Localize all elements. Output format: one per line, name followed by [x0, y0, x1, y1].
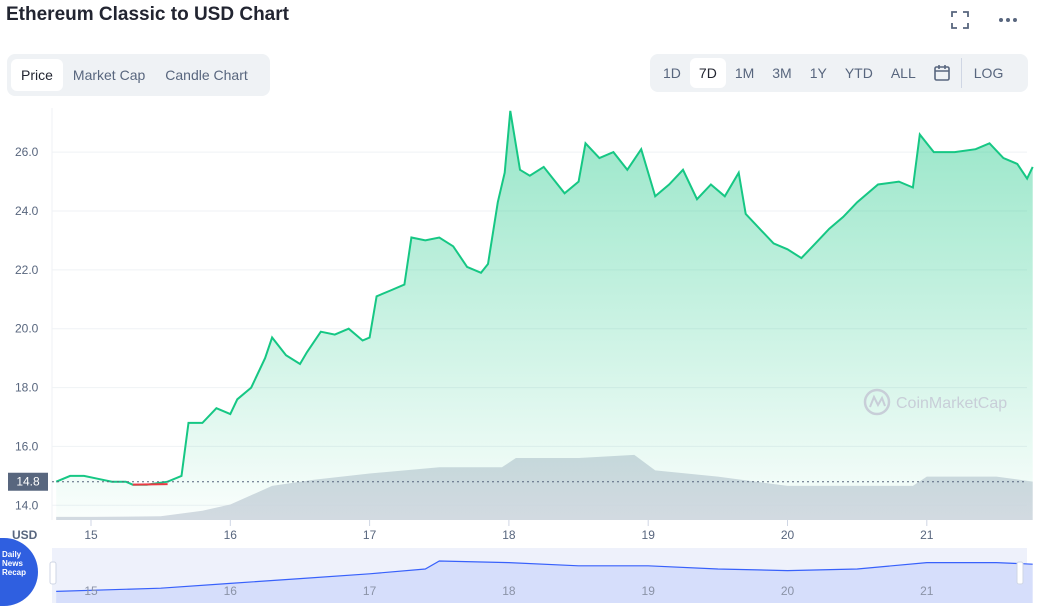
- navigator-left-handle[interactable]: [49, 561, 57, 585]
- current-price-label: 14.8: [16, 475, 40, 489]
- x-tick-label: 21: [920, 528, 934, 542]
- x-tick-label: 18: [502, 528, 516, 542]
- more-icon[interactable]: [996, 10, 1020, 30]
- navigator-tick-label: 15: [84, 584, 98, 598]
- y-tick-label: 14.0: [15, 498, 39, 512]
- range-ytd[interactable]: YTD: [844, 65, 873, 81]
- navigator-tick-label: 17: [363, 584, 377, 598]
- y-tick-label: 22.0: [15, 263, 39, 277]
- price-line-below-open: [132, 483, 168, 486]
- price-line: [55, 110, 1034, 486]
- log-scale-button[interactable]: LOG: [960, 58, 1010, 88]
- range-all[interactable]: ALL: [890, 65, 916, 81]
- navigator-right-handle[interactable]: [1016, 561, 1024, 585]
- coinmarketcap-logo-icon: [863, 388, 891, 416]
- range-3m[interactable]: 3M: [772, 65, 792, 81]
- navigator-tick-label: 21: [920, 584, 934, 598]
- navigator-tick-label: 16: [224, 584, 238, 598]
- navigator-line: [56, 560, 1033, 592]
- x-tick-label: 17: [363, 528, 377, 542]
- header-actions: [948, 10, 1020, 30]
- x-tick-label: 20: [781, 528, 795, 542]
- y-tick-label: 26.0: [15, 145, 39, 159]
- badge-label: Daily News Recap: [2, 550, 27, 577]
- y-tick-label: 20.0: [15, 322, 39, 336]
- fullscreen-icon[interactable]: [948, 10, 972, 30]
- tab-price[interactable]: Price: [11, 59, 63, 91]
- navigator-tick-label: 19: [642, 584, 656, 598]
- navigator-tick-label: 18: [502, 584, 516, 598]
- range-1m[interactable]: 1M: [734, 65, 755, 81]
- tab-market-cap[interactable]: Market Cap: [72, 67, 146, 83]
- calendar-icon[interactable]: [933, 64, 951, 82]
- x-tick-label: 19: [642, 528, 656, 542]
- y-tick-label: 18.0: [15, 381, 39, 395]
- x-tick-label: 15: [84, 528, 98, 542]
- y-tick-label: 16.0: [15, 439, 39, 453]
- chart-type-tabs: Price Market Cap Candle Chart: [7, 54, 270, 96]
- navigator-tick-label: 20: [781, 584, 795, 598]
- navigator-area: [56, 561, 1033, 603]
- tab-candle-chart[interactable]: Candle Chart: [165, 67, 248, 83]
- y-tick-label: 24.0: [15, 204, 39, 218]
- watermark: CoinMarketCap: [896, 395, 1007, 412]
- time-range-selector: 1D 7D 1M 3M 1Y YTD ALL LOG: [650, 54, 1028, 92]
- x-tick-label: 16: [224, 528, 238, 542]
- current-price-badge: [8, 472, 48, 491]
- price-area: [56, 110, 1033, 521]
- range-1y[interactable]: 1Y: [809, 65, 827, 81]
- range-1d[interactable]: 1D: [663, 65, 681, 81]
- range-7d[interactable]: 7D: [689, 58, 726, 88]
- page-title: Ethereum Classic to USD Chart: [6, 4, 289, 25]
- currency-label: USD: [12, 528, 38, 542]
